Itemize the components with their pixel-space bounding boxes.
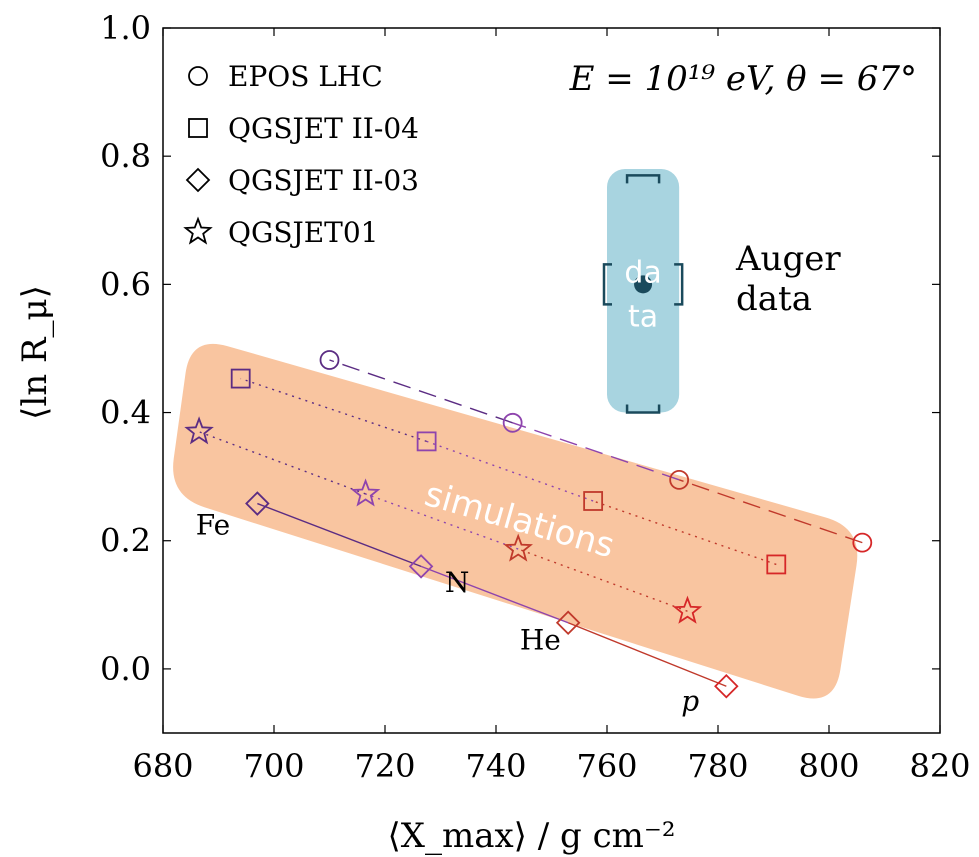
series-line-segment <box>567 622 727 687</box>
x-tick-label: 740 <box>465 747 526 785</box>
x-tick-label: 680 <box>132 747 193 785</box>
series-point <box>245 491 270 516</box>
series-point <box>503 533 533 562</box>
series-point <box>672 595 703 624</box>
series-point <box>350 478 381 507</box>
x-tick-label: 800 <box>798 747 859 785</box>
auger-label-line: Auger <box>735 239 841 279</box>
auger-sys-bracket-right <box>674 263 684 306</box>
y-tick-label: 0.2 <box>100 522 151 560</box>
x-tick-label: 700 <box>243 747 304 785</box>
simulations-band <box>173 343 858 699</box>
series-line-segment <box>198 431 366 495</box>
legend-marker <box>188 66 208 86</box>
series-line-segment <box>240 377 427 443</box>
series-point <box>766 554 787 575</box>
auger-label-line: data <box>736 279 812 319</box>
auger-label: Auger data <box>735 239 841 319</box>
series-point <box>583 491 604 511</box>
y-tick-label: 0.8 <box>100 137 151 175</box>
y-tick-label: 0.0 <box>100 650 151 688</box>
x-tick-label: 780 <box>687 747 748 785</box>
x-tick-label: 820 <box>909 747 970 785</box>
legend-marker <box>185 167 211 193</box>
auger-sys-bracket-left <box>602 263 612 306</box>
y-axis-title: ⟨ln R_μ⟩ <box>15 285 55 420</box>
composition-label: He <box>520 624 561 657</box>
auger-sys-bracket-bottom <box>625 404 661 414</box>
series-point <box>319 350 340 370</box>
y-tick-label: 0.6 <box>100 265 151 303</box>
legend-marker <box>188 118 208 138</box>
axes-layer <box>162 27 941 734</box>
auger-data-point <box>634 275 653 294</box>
legend-label: EPOS LHC <box>228 60 383 93</box>
auger-box-label-line: da <box>624 255 661 290</box>
legend-label: QGSJET01 <box>228 216 378 249</box>
x-tick-label: 720 <box>354 747 415 785</box>
energy-annotation: E = 10¹⁹ eV, θ = 67° <box>569 59 917 99</box>
series-point <box>502 412 523 433</box>
auger-box-label-line: ta <box>628 299 658 334</box>
x-axis-title: ⟨X_max⟩ / g cm⁻² <box>388 816 676 856</box>
series-layer <box>184 350 873 699</box>
composition-label: Fe <box>196 508 230 541</box>
series-point <box>714 673 739 699</box>
composition-label: p <box>681 685 699 718</box>
series-point <box>852 532 873 553</box>
series-line-segment <box>678 479 863 544</box>
series-line-segment <box>426 440 594 502</box>
legend-marker <box>183 216 213 245</box>
y-tick-label: 1.0 <box>100 9 151 47</box>
composition-label: N <box>445 566 470 599</box>
series-line-segment <box>592 500 777 566</box>
series-line-segment <box>257 502 422 568</box>
series-point <box>416 431 437 452</box>
auger-sys-bracket-top <box>625 174 661 184</box>
series-point <box>408 554 434 579</box>
legend-label: QGSJET II-03 <box>228 164 419 197</box>
series-point <box>184 416 214 445</box>
series-point <box>555 610 581 636</box>
legend-label: QGSJET II-04 <box>228 112 419 145</box>
auger-box-label: da ta <box>624 255 661 334</box>
plot-frame <box>162 27 941 734</box>
series-point <box>669 469 690 490</box>
series-point <box>230 368 251 389</box>
series-line-segment <box>329 359 513 424</box>
y-tick-label: 0.4 <box>100 394 151 432</box>
series-line-segment <box>512 422 680 481</box>
x-tick-label: 760 <box>576 747 637 785</box>
series-line-segment <box>420 565 569 624</box>
